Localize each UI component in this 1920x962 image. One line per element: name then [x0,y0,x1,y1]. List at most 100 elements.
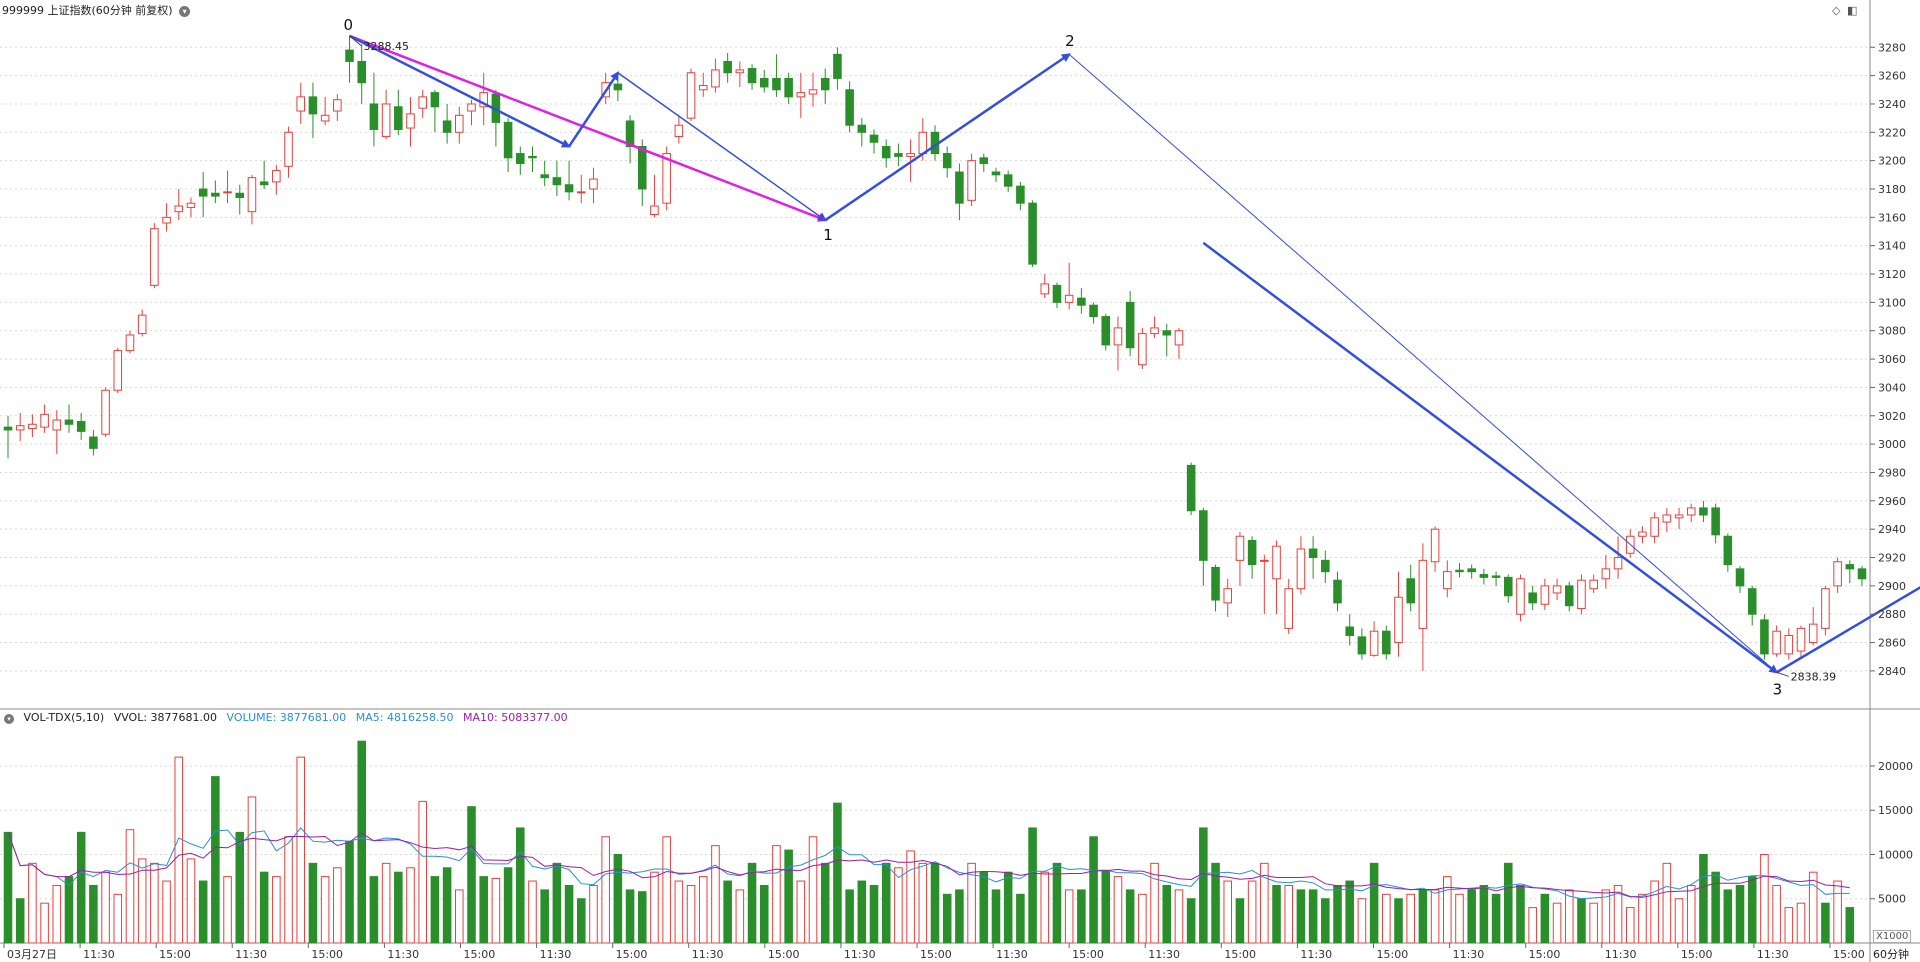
price-tick-label: 3240 [1878,98,1906,111]
candle-body [1333,579,1342,604]
candle-body [1491,575,1501,578]
volume-bar [15,898,25,944]
candle-body [979,157,989,164]
candle-body [125,334,135,352]
candle-body [711,69,720,88]
candle-body [1443,571,1452,590]
candle-body [479,92,488,108]
candle-body [820,77,830,91]
volume-bar [40,902,49,944]
candle-body [40,413,49,428]
volume-bar [1113,876,1123,944]
volume-bar [1845,907,1855,944]
time-tick-label: 11:30 [1453,948,1485,961]
candle-body [76,420,86,432]
volume-bar [1772,884,1781,944]
candle-body [235,192,245,199]
time-tick-label: 15:00 [1377,948,1409,961]
candle-body [381,103,391,138]
candle-body [1577,579,1586,610]
volume-bar [576,898,586,944]
price-tick-label: 2840 [1878,665,1906,678]
candle-body [345,49,354,62]
volume-bar [1662,862,1672,944]
candle-body [1016,185,1025,204]
candle-body [1296,548,1306,590]
time-tick-label: 11:30 [540,948,572,961]
candle-body [1223,588,1233,604]
candle-body [1711,507,1720,536]
period-label[interactable]: 60分钟 [1873,948,1909,961]
candle-body [333,99,342,112]
chevron-down-icon[interactable]: ▾ [4,714,14,724]
candle-body [796,92,806,98]
volume-bar [662,836,671,944]
volume-bar [406,867,415,944]
window-icon[interactable]: ◧ [1847,4,1858,17]
volume-bar [979,871,989,944]
volume-bar [918,862,928,944]
volume-bar [89,884,98,944]
volume-bar [808,836,818,944]
candle-body [576,191,586,194]
candle-body [1345,626,1354,636]
candle-body [552,177,562,186]
candle-body [52,419,62,431]
candle-body [516,153,525,164]
volume-bar [869,884,879,944]
volume-bar [796,880,806,944]
price-tick-label: 3220 [1878,126,1906,139]
volume-bar [320,876,330,944]
candle-body [1540,585,1550,605]
price-tick-label: 3180 [1878,183,1906,196]
wave-arrow [568,71,619,148]
volume-bar [516,827,525,944]
time-tick-label: 11:30 [1757,948,1789,961]
candle-body [1857,568,1867,580]
diamond-icon[interactable]: ◇ [1832,4,1841,17]
volume-bar [308,862,318,944]
volume-bar [1686,884,1696,944]
candle-body [1784,634,1794,655]
volume-bar [930,862,940,944]
volume-bar [296,756,306,944]
candle-body [418,96,427,109]
volume-bar [955,889,964,944]
candle-body [1260,559,1269,562]
volume-bar [357,740,367,944]
time-tick-label: 15:00 [464,948,496,961]
volume-bar [1564,889,1574,944]
candle-body [3,426,13,431]
volume-bar [1479,884,1489,944]
chevron-down-icon[interactable]: ▾ [179,6,191,17]
volume-bar [1699,853,1708,944]
candle-body [784,77,793,98]
candle-body [918,131,928,155]
price-tick-label: 3200 [1878,155,1906,168]
volume-bar [723,880,732,944]
volume-bar [186,858,196,944]
volume-bar [381,862,391,944]
candle-body [1186,464,1196,512]
volume-bar [1625,907,1635,944]
candle-body [894,153,903,157]
candle-body [613,83,623,91]
candle-body [1089,304,1098,318]
volume-bar [1162,884,1172,944]
volume-bar [1674,898,1684,944]
candle-body [150,228,159,286]
volume-bar [1711,871,1720,944]
volume-bar [1382,893,1391,944]
candle-body [1150,327,1159,335]
volume-bar [942,893,952,944]
candle-body [137,314,147,335]
volume-bar [845,889,854,944]
volume-bar [1821,902,1830,944]
candle-body [747,68,757,84]
volume-bar [1491,893,1501,944]
candle-body [991,171,1001,176]
volume-bar [3,831,13,944]
candle-body [1382,630,1391,655]
volume-bar [1528,907,1537,944]
